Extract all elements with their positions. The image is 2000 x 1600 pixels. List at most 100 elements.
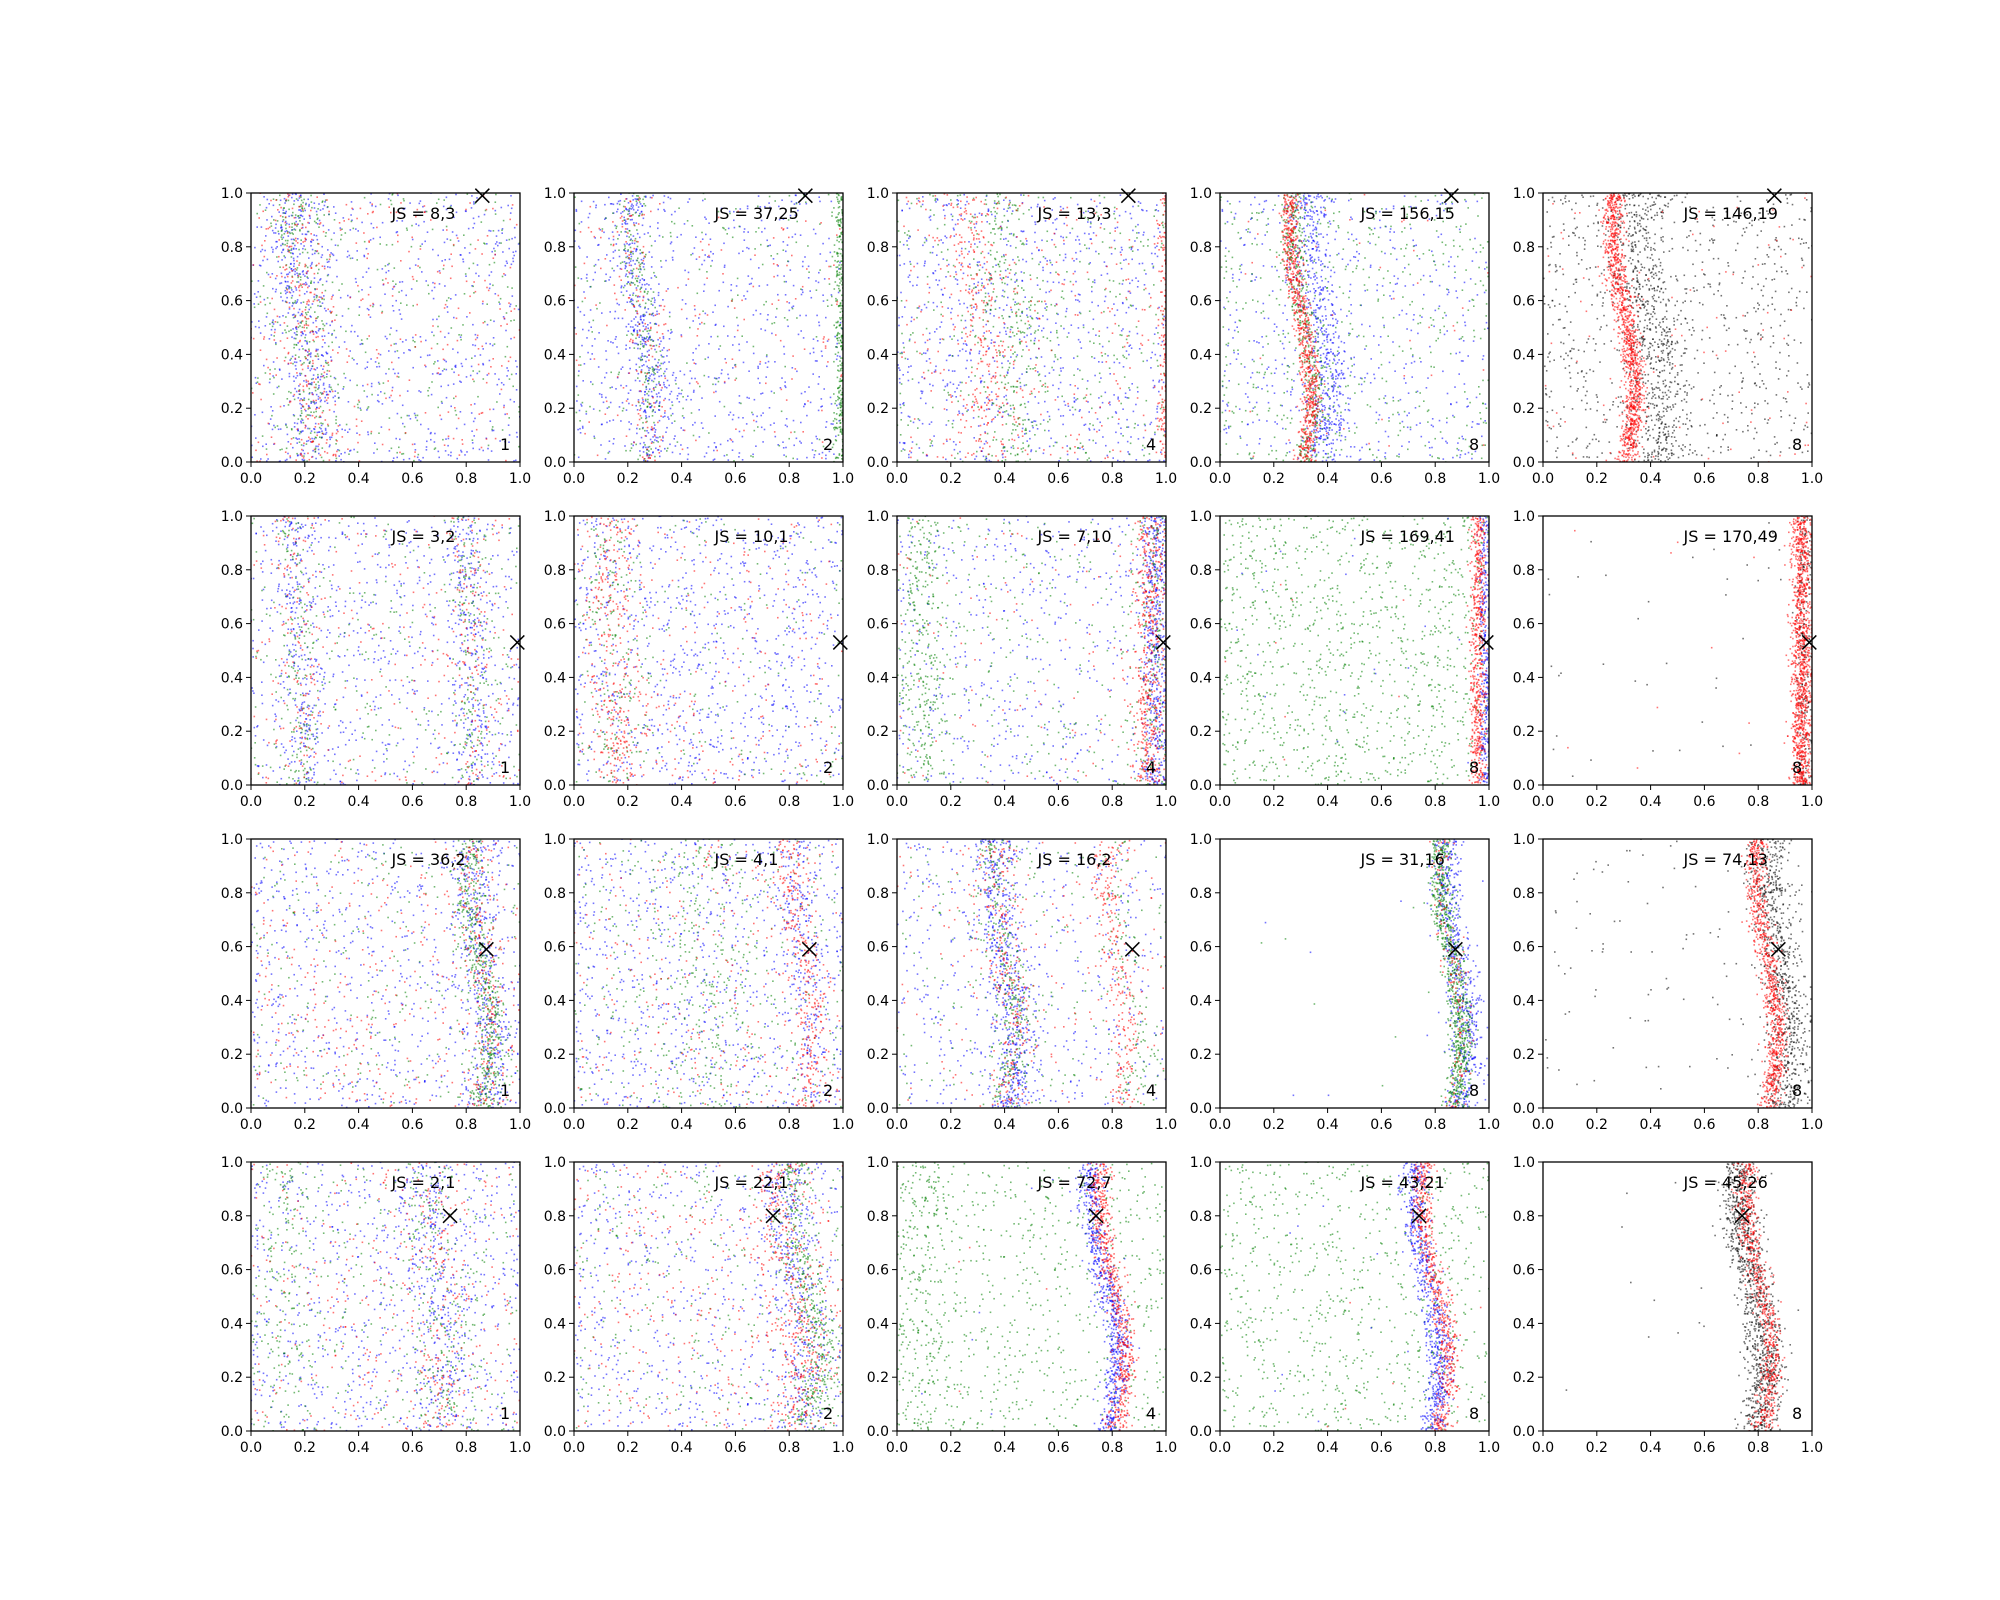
data-point xyxy=(1113,303,1115,305)
data-point xyxy=(1151,351,1153,354)
data-point xyxy=(349,296,351,299)
data-point xyxy=(376,366,378,368)
data-point xyxy=(290,329,292,331)
data-point xyxy=(904,306,906,308)
data-point xyxy=(684,269,686,272)
data-point xyxy=(1031,392,1033,395)
data-point xyxy=(284,289,287,292)
data-point xyxy=(643,345,645,347)
data-point xyxy=(659,384,661,386)
data-point xyxy=(910,365,912,367)
data-point xyxy=(1058,281,1060,284)
data-point xyxy=(657,361,659,364)
data-point xyxy=(466,451,468,453)
data-point xyxy=(832,420,835,422)
data-point xyxy=(297,281,300,283)
data-point xyxy=(317,376,319,379)
data-point xyxy=(841,218,843,220)
data-point xyxy=(326,452,329,454)
data-point xyxy=(676,441,679,443)
data-point xyxy=(922,196,924,198)
data-point xyxy=(630,233,632,236)
data-point xyxy=(1001,366,1004,369)
data-point xyxy=(1152,379,1154,382)
data-point xyxy=(319,454,322,456)
data-point xyxy=(656,313,658,315)
data-point xyxy=(949,296,951,299)
data-point xyxy=(645,253,647,256)
data-point xyxy=(812,351,815,354)
data-point xyxy=(1151,263,1154,265)
data-point xyxy=(272,204,275,207)
data-point xyxy=(899,403,902,406)
data-point xyxy=(273,219,275,221)
data-point xyxy=(605,358,608,361)
data-point xyxy=(335,314,338,316)
data-point xyxy=(639,330,641,332)
data-point xyxy=(632,205,634,207)
data-point xyxy=(898,377,901,380)
data-point xyxy=(1077,338,1080,341)
data-point xyxy=(1057,408,1060,411)
data-point xyxy=(985,323,987,326)
data-point xyxy=(262,445,264,448)
data-point xyxy=(285,227,287,230)
data-point xyxy=(313,381,315,383)
data-point xyxy=(738,456,740,458)
data-point xyxy=(292,316,295,319)
data-point xyxy=(300,243,302,245)
data-point xyxy=(346,256,349,258)
data-point xyxy=(308,341,311,343)
data-point xyxy=(306,385,308,388)
data-point xyxy=(389,199,392,202)
data-point xyxy=(668,348,670,351)
data-point xyxy=(611,386,613,388)
data-point xyxy=(263,336,266,338)
data-point xyxy=(682,429,685,431)
data-point xyxy=(387,270,390,272)
data-point xyxy=(640,359,642,362)
data-point xyxy=(315,402,317,404)
data-point xyxy=(301,314,304,317)
data-point xyxy=(1157,227,1160,230)
data-point xyxy=(308,300,310,303)
data-point xyxy=(648,450,650,452)
data-point xyxy=(1139,202,1142,204)
data-point xyxy=(307,317,310,320)
data-point xyxy=(840,336,843,338)
data-point xyxy=(1030,339,1032,342)
data-point xyxy=(633,305,635,307)
data-point xyxy=(780,227,783,229)
data-point xyxy=(295,269,298,271)
data-point xyxy=(433,334,435,337)
data-point xyxy=(442,358,445,361)
data-point xyxy=(290,357,292,360)
data-point xyxy=(766,245,769,248)
data-point xyxy=(778,205,780,208)
data-point xyxy=(628,254,630,256)
data-point xyxy=(303,326,305,329)
data-point xyxy=(283,322,286,324)
data-point xyxy=(356,363,358,365)
data-point xyxy=(315,317,317,320)
data-point xyxy=(402,208,405,211)
y-tick-label: 0.0 xyxy=(221,455,243,471)
data-point xyxy=(643,195,646,198)
data-point xyxy=(605,400,608,403)
data-point xyxy=(625,348,627,350)
data-point xyxy=(293,346,295,349)
data-point xyxy=(307,354,310,356)
data-point xyxy=(315,296,318,299)
data-point xyxy=(635,287,638,289)
data-point xyxy=(714,383,717,386)
data-point xyxy=(345,330,347,333)
data-point xyxy=(320,375,322,378)
data-point xyxy=(839,419,841,422)
data-point xyxy=(310,241,313,243)
y-tick-label: 0.8 xyxy=(221,240,243,256)
data-point xyxy=(252,264,255,266)
data-point xyxy=(685,398,688,401)
data-point xyxy=(306,359,309,361)
data-point xyxy=(283,347,286,349)
data-point xyxy=(1050,331,1052,334)
